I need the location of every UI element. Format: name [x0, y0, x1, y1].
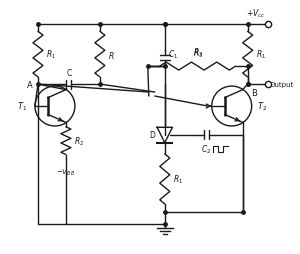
Text: $C_1$: $C_1$ [168, 49, 178, 61]
Text: $R_3$: $R_3$ [193, 47, 203, 60]
Text: $T_2$: $T_2$ [257, 100, 267, 113]
Text: $R_2$: $R_2$ [74, 135, 84, 147]
Text: $T_1$: $T_1$ [17, 100, 27, 113]
Text: Output: Output [270, 82, 294, 88]
Text: D: D [149, 131, 155, 140]
Text: $R_3$: $R_3$ [193, 46, 203, 59]
Text: C: C [66, 69, 71, 78]
Text: $+V_{cc}$: $+V_{cc}$ [246, 8, 266, 20]
Text: $R_1$: $R_1$ [256, 49, 266, 61]
Text: $-V_{BB}$: $-V_{BB}$ [56, 167, 75, 178]
Text: $R$: $R$ [108, 49, 114, 60]
Text: $C_2$: $C_2$ [201, 144, 211, 156]
Text: B: B [251, 89, 256, 98]
Text: $R_1$: $R_1$ [173, 173, 183, 185]
Text: A: A [27, 80, 33, 89]
Text: $R_1$: $R_1$ [46, 49, 56, 61]
